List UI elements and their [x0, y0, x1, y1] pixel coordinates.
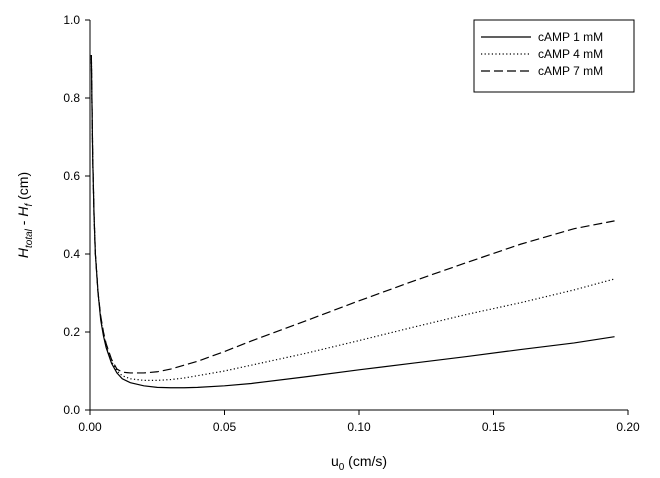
x-tick-label: 0.05 [213, 420, 237, 434]
x-tick-label: 0.15 [482, 420, 506, 434]
series-line-1 [90, 55, 615, 389]
y-tick-label: 0.4 [63, 247, 80, 261]
x-axis-title: u0 (cm/s) [331, 453, 387, 473]
y-tick-label: 0.2 [63, 325, 80, 339]
series-line-3 [90, 55, 615, 374]
y-axis-title: Htotal - Hf (cm) [15, 172, 35, 258]
series-group [90, 55, 615, 389]
legend-label-3: cAMP 7 mM [538, 64, 603, 78]
x-tick-label: 0.10 [347, 420, 371, 434]
x-axis-title-unit: (cm/s) [344, 453, 387, 469]
x-tick-label: 0.00 [78, 420, 102, 434]
y-axis-title-unit: (cm) [15, 172, 31, 204]
y-axis-title-sep: - [15, 217, 31, 229]
x-axis-title-subscript: 0 [339, 462, 345, 473]
series-line-2 [90, 55, 615, 381]
y-axis-title-main1: H [15, 247, 31, 258]
x-axis-title-main: u [331, 453, 339, 469]
legend-label-2: cAMP 4 mM [538, 47, 603, 61]
x-tick-label: 0.20 [616, 420, 640, 434]
y-tick-label: 0.6 [63, 169, 80, 183]
x-ticks: 0.00 0.05 0.10 0.15 0.20 [78, 410, 640, 434]
y-tick-label: 1.0 [63, 13, 80, 27]
legend-label-1: cAMP 1 mM [538, 30, 603, 44]
y-tick-label: 0.0 [63, 403, 80, 417]
y-tick-label: 0.8 [63, 91, 80, 105]
y-axis-title-sub1: total [24, 228, 35, 248]
legend: cAMP 1 mM cAMP 4 mM cAMP 7 mM [473, 19, 635, 93]
y-ticks: 0.0 0.2 0.4 0.6 0.8 1.0 [63, 13, 90, 417]
y-axis-title-main2: H [15, 206, 31, 217]
y-axis-title-sub2: f [24, 203, 35, 207]
legend-box [473, 19, 635, 93]
